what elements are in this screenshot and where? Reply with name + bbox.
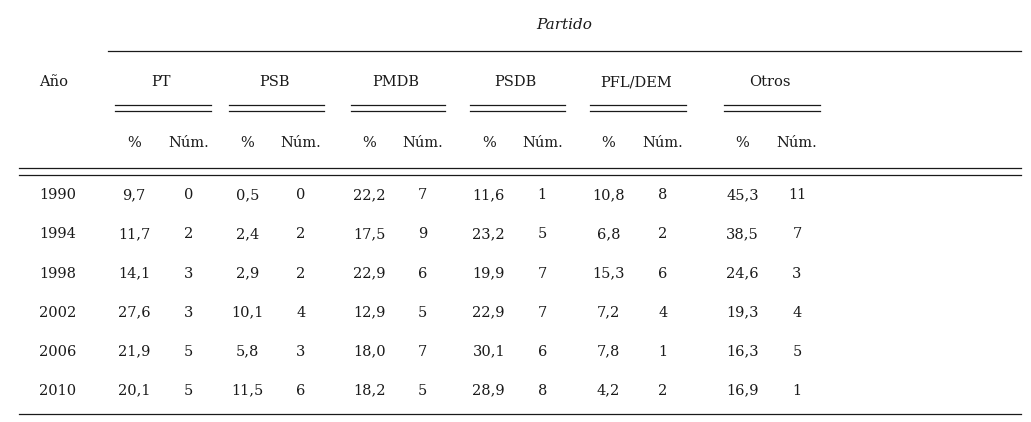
Text: 7: 7 [538, 267, 546, 281]
Text: 10,8: 10,8 [592, 188, 625, 203]
Text: 5: 5 [185, 345, 193, 359]
Text: 22,9: 22,9 [472, 306, 505, 319]
Text: 1: 1 [659, 345, 667, 359]
Text: 0: 0 [184, 188, 194, 203]
Text: %: % [735, 135, 750, 150]
Text: 7: 7 [793, 227, 801, 241]
Text: Núm.: Núm. [168, 135, 209, 150]
Text: 2: 2 [659, 384, 667, 398]
Text: Núm.: Núm. [402, 135, 443, 150]
Text: 7: 7 [538, 306, 546, 319]
Text: 19,9: 19,9 [472, 267, 505, 281]
Text: 2: 2 [185, 227, 193, 241]
Text: PFL/DEM: PFL/DEM [600, 75, 671, 89]
Text: 38,5: 38,5 [726, 227, 759, 241]
Text: PMDB: PMDB [372, 75, 420, 89]
Text: Núm.: Núm. [776, 135, 818, 150]
Text: 17,5: 17,5 [353, 227, 386, 241]
Text: Año: Año [39, 75, 68, 89]
Text: 6: 6 [418, 267, 428, 281]
Text: 27,6: 27,6 [118, 306, 151, 319]
Text: Núm.: Núm. [642, 135, 684, 150]
Text: 11,7: 11,7 [118, 227, 151, 241]
Text: 5: 5 [538, 227, 546, 241]
Text: 16,9: 16,9 [726, 384, 759, 398]
Text: 16,3: 16,3 [726, 345, 759, 359]
Text: 21,9: 21,9 [118, 345, 151, 359]
Text: Partido: Partido [536, 19, 593, 32]
Text: 4: 4 [793, 306, 801, 319]
Text: 2: 2 [659, 227, 667, 241]
Text: 2002: 2002 [39, 306, 76, 319]
Text: 3: 3 [296, 345, 306, 359]
Text: 2: 2 [297, 267, 305, 281]
Text: PSDB: PSDB [495, 75, 536, 89]
Text: Núm.: Núm. [280, 135, 322, 150]
Text: 1990: 1990 [39, 188, 76, 203]
Text: 15,3: 15,3 [592, 267, 625, 281]
Text: 2,9: 2,9 [236, 267, 259, 281]
Text: PT: PT [152, 75, 171, 89]
Text: 4,2: 4,2 [597, 384, 620, 398]
Text: 22,2: 22,2 [353, 188, 386, 203]
Text: 28,9: 28,9 [472, 384, 505, 398]
Text: 2: 2 [297, 227, 305, 241]
Text: 7,2: 7,2 [597, 306, 620, 319]
Text: 8: 8 [537, 384, 547, 398]
Text: %: % [240, 135, 255, 150]
Text: Otros: Otros [749, 75, 791, 89]
Text: 5: 5 [419, 306, 427, 319]
Text: 9,7: 9,7 [123, 188, 145, 203]
Text: 19,3: 19,3 [726, 306, 759, 319]
Text: 18,2: 18,2 [353, 384, 386, 398]
Text: 23,2: 23,2 [472, 227, 505, 241]
Text: 3: 3 [184, 267, 194, 281]
Text: 2006: 2006 [39, 345, 76, 359]
Text: 1998: 1998 [39, 267, 76, 281]
Text: 3: 3 [184, 306, 194, 319]
Text: %: % [127, 135, 141, 150]
Text: 11,5: 11,5 [231, 384, 264, 398]
Text: 6,8: 6,8 [597, 227, 620, 241]
Text: 24,6: 24,6 [726, 267, 759, 281]
Text: %: % [362, 135, 376, 150]
Text: 5: 5 [793, 345, 801, 359]
Text: 7,8: 7,8 [597, 345, 620, 359]
Text: 6: 6 [296, 384, 306, 398]
Text: 1: 1 [793, 384, 801, 398]
Text: 5: 5 [185, 384, 193, 398]
Text: 3: 3 [792, 267, 802, 281]
Text: 8: 8 [658, 188, 668, 203]
Text: 0: 0 [296, 188, 306, 203]
Text: PSB: PSB [259, 75, 290, 89]
Text: 7: 7 [419, 188, 427, 203]
Text: Núm.: Núm. [522, 135, 563, 150]
Text: 10,1: 10,1 [231, 306, 264, 319]
Text: 18,0: 18,0 [353, 345, 386, 359]
Text: 0,5: 0,5 [236, 188, 259, 203]
Text: 1994: 1994 [39, 227, 76, 241]
Text: 12,9: 12,9 [353, 306, 386, 319]
Text: 30,1: 30,1 [472, 345, 505, 359]
Text: 5: 5 [419, 384, 427, 398]
Text: 9: 9 [419, 227, 427, 241]
Text: %: % [481, 135, 496, 150]
Text: 1: 1 [538, 188, 546, 203]
Text: 6: 6 [537, 345, 547, 359]
Text: 45,3: 45,3 [726, 188, 759, 203]
Text: 20,1: 20,1 [118, 384, 151, 398]
Text: 6: 6 [658, 267, 668, 281]
Text: 11,6: 11,6 [472, 188, 505, 203]
Text: 4: 4 [297, 306, 305, 319]
Text: 5,8: 5,8 [236, 345, 259, 359]
Text: 14,1: 14,1 [118, 267, 151, 281]
Text: %: % [601, 135, 616, 150]
Text: 2,4: 2,4 [236, 227, 259, 241]
Text: 7: 7 [419, 345, 427, 359]
Text: 22,9: 22,9 [353, 267, 386, 281]
Text: 2010: 2010 [39, 384, 76, 398]
Text: 11: 11 [788, 188, 806, 203]
Text: 4: 4 [659, 306, 667, 319]
